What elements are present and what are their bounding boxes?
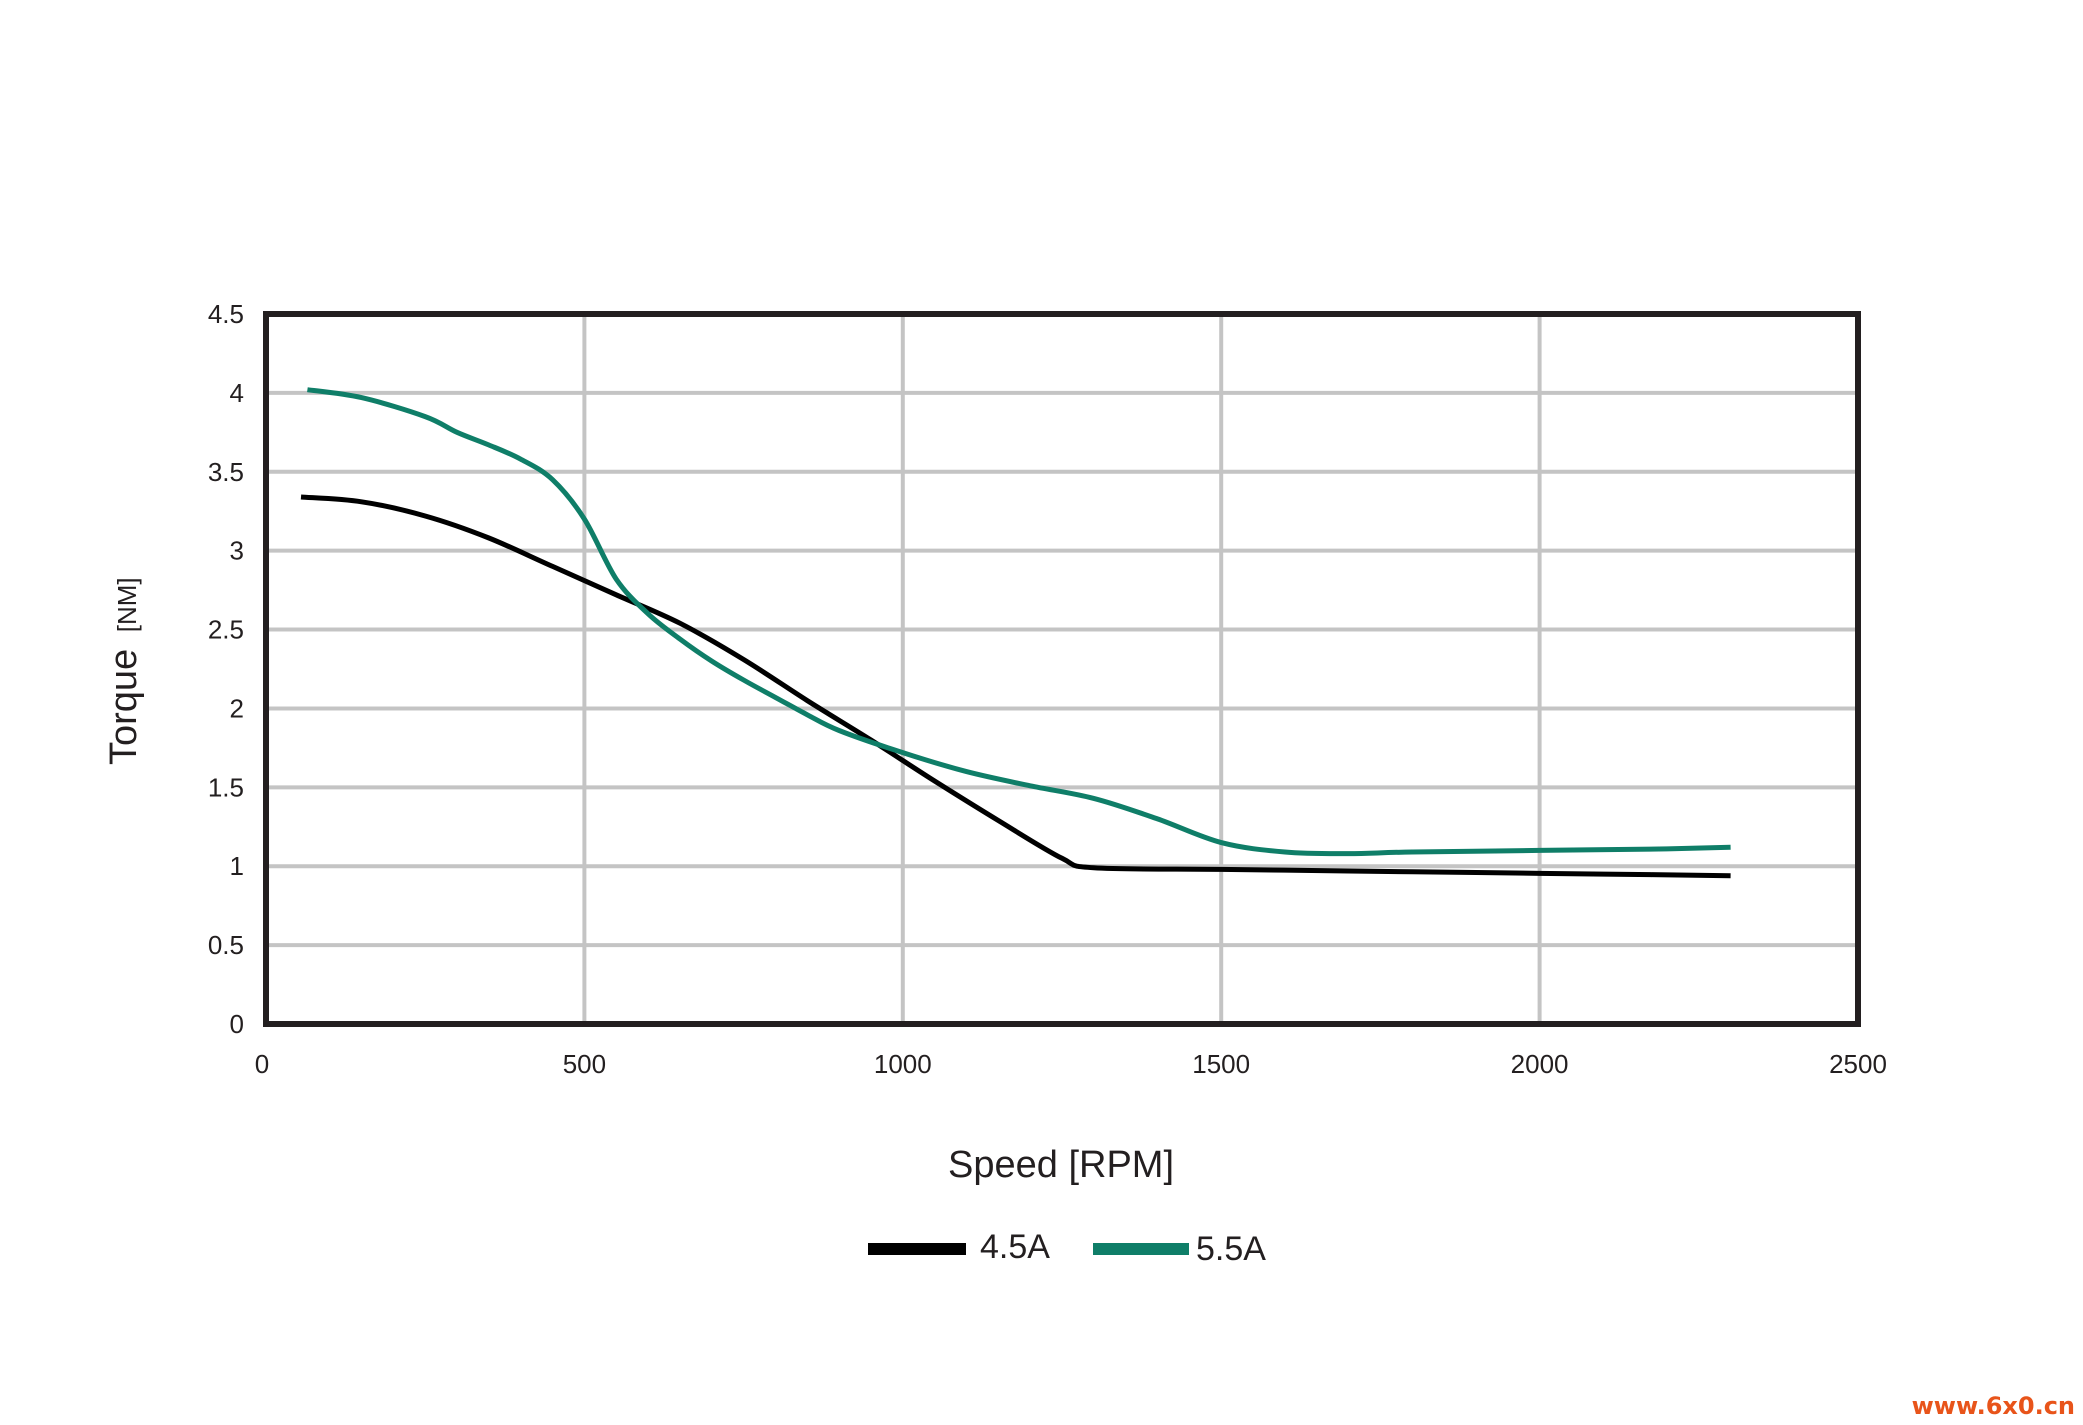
x-axis-title: Speed [RPM]	[948, 1144, 1174, 1186]
x-tick-label: 0	[255, 1049, 269, 1079]
legend-item-5-5a: 5.5A	[1093, 1230, 1266, 1268]
y-tick-label: 2	[230, 693, 244, 723]
series-line-5-5a	[307, 387, 1731, 857]
legend-item-4-5a: 4.5A	[868, 1228, 1050, 1266]
grid-lines	[266, 314, 1858, 1024]
legend-label-5-5a: 5.5A	[1196, 1230, 1266, 1268]
watermark-text: www.6x0.cn	[1912, 1392, 2075, 1420]
y-axis-title: Torque [NM]	[103, 577, 145, 765]
y-tick-label: 0.5	[208, 930, 244, 960]
y-tick-label: 3.5	[208, 457, 244, 487]
y-tick-label: 1.5	[208, 772, 244, 802]
series-line-4-5a	[300, 494, 1731, 879]
y-tick-label: 3	[230, 536, 244, 566]
y-tick-label: 0	[230, 1009, 244, 1039]
plot-frame	[263, 311, 1861, 1027]
svg-text:Torque [NM]: Torque [NM]	[103, 577, 145, 765]
y-tick-labels: 0 0.5 1 1.5 2 2.5 3 3.5 4 4.5	[208, 299, 244, 1039]
y-axis-title-main: Torque	[103, 649, 145, 765]
x-tick-label: 500	[563, 1049, 606, 1079]
legend: 4.5A 5.5A	[868, 1228, 1266, 1268]
y-tick-label: 4.5	[208, 299, 244, 329]
x-tick-label: 2000	[1511, 1049, 1569, 1079]
y-tick-label: 1	[230, 851, 244, 881]
y-axis-title-unit: [NM]	[112, 577, 142, 632]
x-tick-label: 1000	[874, 1049, 932, 1079]
y-tick-label: 4	[230, 378, 244, 408]
series-lines	[300, 387, 1731, 879]
y-tick-label: 2.5	[208, 615, 244, 645]
x-tick-label: 1500	[1192, 1049, 1250, 1079]
legend-label-4-5a: 4.5A	[980, 1228, 1050, 1266]
x-tick-labels: 0 500 1000 1500 2000 2500	[255, 1049, 1887, 1079]
x-tick-label: 2500	[1829, 1049, 1887, 1079]
